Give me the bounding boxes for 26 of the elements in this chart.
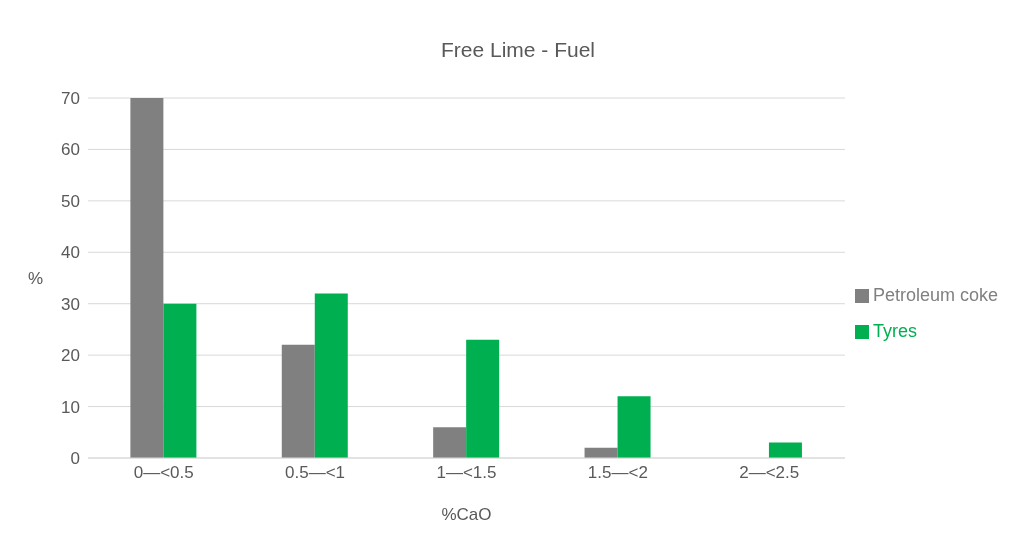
y-tick-label: 20 bbox=[61, 346, 80, 366]
bar bbox=[617, 396, 651, 458]
y-axis-title: % bbox=[28, 269, 44, 289]
y-tick-label: 30 bbox=[61, 294, 80, 314]
bar bbox=[314, 293, 348, 458]
legend-label: Tyres bbox=[872, 321, 917, 341]
bar bbox=[466, 339, 500, 458]
legend-label: Petroleum coke bbox=[872, 285, 998, 305]
chart-title: Free Lime - Fuel bbox=[439, 37, 596, 63]
x-tick-label: 1—<1.5 bbox=[436, 463, 497, 483]
bar bbox=[281, 344, 315, 458]
bar bbox=[130, 98, 164, 458]
x-tick-label: 0.5—<1 bbox=[285, 463, 346, 483]
y-tick-label: 70 bbox=[61, 89, 80, 109]
x-tick-label: 0—<0.5 bbox=[133, 463, 194, 483]
y-tick-label: 10 bbox=[61, 397, 80, 417]
y-tick-label: 50 bbox=[61, 191, 80, 211]
y-tick-label: 40 bbox=[61, 243, 80, 263]
bar bbox=[768, 442, 802, 458]
bar bbox=[433, 427, 467, 458]
y-tick-label: 0 bbox=[70, 449, 80, 469]
x-axis-title: %CaO bbox=[441, 505, 492, 524]
x-tick-label: 1.5—<2 bbox=[587, 463, 648, 483]
y-tick-label: 60 bbox=[61, 140, 80, 160]
bar bbox=[163, 303, 197, 458]
x-tick-label: 2—<2.5 bbox=[739, 463, 800, 483]
